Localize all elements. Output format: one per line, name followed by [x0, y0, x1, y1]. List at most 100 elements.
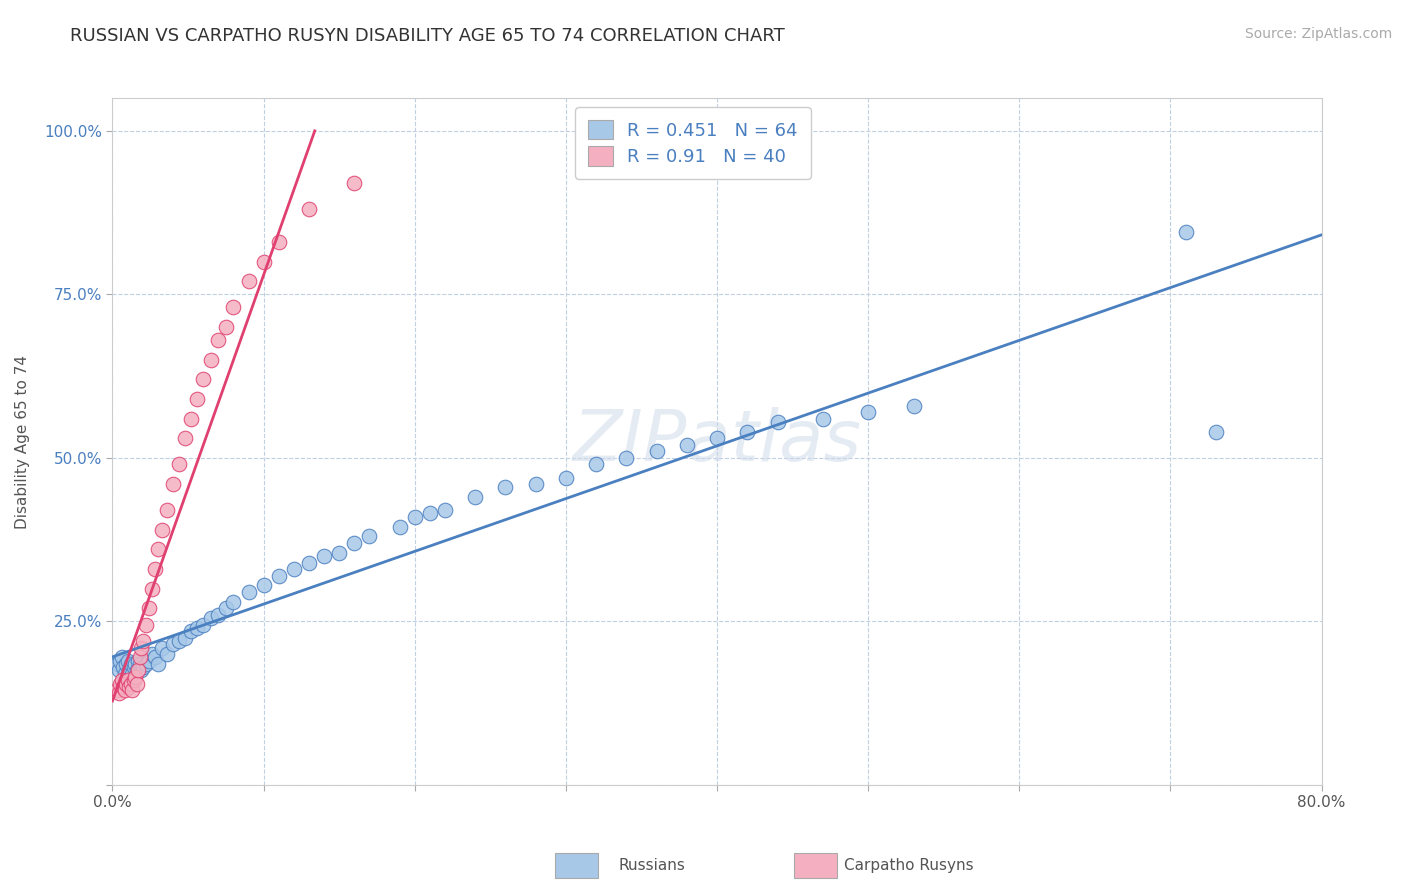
Point	[146, 657, 169, 671]
Point	[404, 509, 426, 524]
Point	[200, 352, 222, 367]
Point	[283, 562, 305, 576]
Point	[200, 611, 222, 625]
Legend: R = 0.451   N = 64, R = 0.91   N = 40: R = 0.451 N = 64, R = 0.91 N = 40	[575, 107, 811, 178]
Point	[112, 680, 135, 694]
Point	[238, 585, 260, 599]
Point	[1205, 425, 1227, 439]
Point	[107, 664, 129, 678]
Point	[117, 673, 139, 688]
Point	[156, 503, 179, 517]
Point	[108, 654, 131, 668]
Point	[186, 392, 208, 406]
Point	[114, 683, 136, 698]
Point	[127, 664, 149, 678]
Point	[343, 176, 366, 190]
Point	[135, 617, 157, 632]
Point	[554, 470, 576, 484]
Text: ZIPatlas: ZIPatlas	[572, 407, 862, 476]
Point	[737, 425, 759, 439]
Point	[495, 480, 517, 494]
Point	[903, 399, 925, 413]
Point	[180, 411, 202, 425]
Point	[120, 676, 142, 690]
Text: Source: ZipAtlas.com: Source: ZipAtlas.com	[1244, 27, 1392, 41]
Point	[253, 254, 276, 268]
Point	[167, 458, 190, 472]
Point	[115, 657, 138, 671]
Point	[191, 617, 214, 632]
Point	[128, 657, 150, 671]
Point	[146, 542, 169, 557]
Point	[114, 666, 136, 681]
Point	[253, 578, 276, 592]
Point	[150, 640, 173, 655]
Point	[162, 477, 184, 491]
Point	[138, 601, 160, 615]
Point	[105, 657, 128, 671]
Point	[464, 490, 486, 504]
Point	[811, 411, 834, 425]
Point	[167, 634, 190, 648]
Point	[128, 650, 150, 665]
Point	[222, 595, 245, 609]
Point	[675, 438, 697, 452]
Point	[585, 458, 607, 472]
Point	[207, 333, 229, 347]
Point	[267, 568, 290, 582]
Point	[359, 529, 381, 543]
Point	[121, 683, 143, 698]
Point	[267, 235, 290, 249]
Point	[115, 676, 138, 690]
Text: Russians: Russians	[619, 858, 686, 872]
Point	[107, 686, 129, 700]
Point	[132, 634, 155, 648]
Point	[174, 431, 197, 445]
Point	[143, 562, 166, 576]
Point	[150, 523, 173, 537]
Point	[766, 415, 789, 429]
Point	[215, 320, 238, 334]
Point	[121, 666, 143, 681]
Point	[174, 631, 197, 645]
Point	[419, 507, 441, 521]
Point	[162, 637, 184, 651]
Point	[238, 274, 260, 288]
Point	[135, 657, 157, 671]
Point	[118, 664, 141, 678]
Point	[343, 536, 366, 550]
Point	[298, 556, 321, 570]
Point	[191, 372, 214, 386]
Text: RUSSIAN VS CARPATHO RUSYN DISABILITY AGE 65 TO 74 CORRELATION CHART: RUSSIAN VS CARPATHO RUSYN DISABILITY AGE…	[70, 27, 785, 45]
Point	[388, 519, 411, 533]
Point	[112, 660, 135, 674]
Point	[125, 676, 148, 690]
Point	[129, 640, 152, 655]
Point	[117, 654, 139, 668]
Point	[141, 582, 163, 596]
Point	[222, 301, 245, 315]
Point	[524, 477, 547, 491]
Point	[616, 450, 638, 465]
Point	[298, 202, 321, 217]
Point	[207, 607, 229, 622]
Point	[1174, 225, 1197, 239]
Point	[127, 654, 149, 668]
Point	[141, 647, 163, 661]
Point	[180, 624, 202, 639]
Point	[143, 650, 166, 665]
Point	[433, 503, 456, 517]
Point	[105, 683, 128, 698]
Point	[129, 664, 152, 678]
Point	[124, 670, 146, 684]
Point	[314, 549, 336, 563]
Point	[132, 660, 155, 674]
Point	[328, 546, 350, 560]
Y-axis label: Disability Age 65 to 74: Disability Age 65 to 74	[15, 354, 30, 529]
Point	[138, 654, 160, 668]
Point	[108, 676, 131, 690]
Point	[110, 673, 132, 688]
Point	[125, 664, 148, 678]
Point	[124, 657, 146, 671]
Point	[110, 650, 132, 665]
